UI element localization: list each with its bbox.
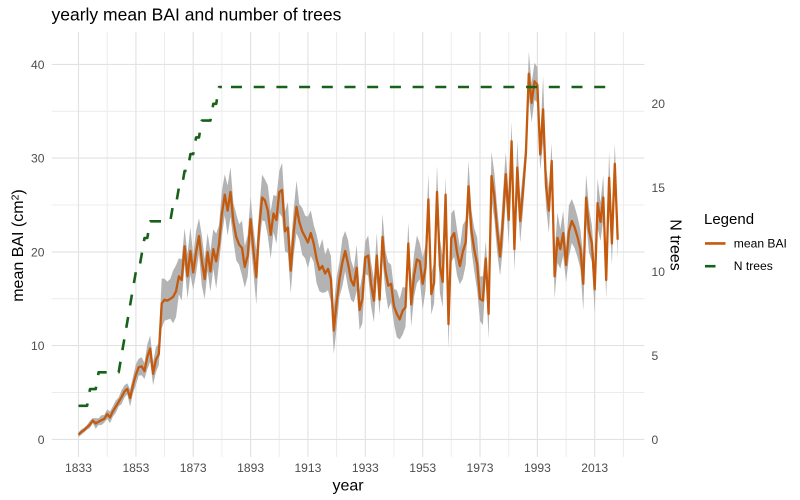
svg-text:N trees: N trees bbox=[734, 259, 773, 273]
svg-text:10: 10 bbox=[652, 265, 666, 279]
svg-text:30: 30 bbox=[31, 152, 45, 166]
svg-text:Legend: Legend bbox=[704, 211, 754, 228]
svg-text:1993: 1993 bbox=[524, 461, 551, 475]
svg-text:1853: 1853 bbox=[122, 461, 149, 475]
svg-text:0: 0 bbox=[652, 433, 659, 447]
svg-text:year: year bbox=[332, 477, 364, 494]
svg-text:1913: 1913 bbox=[294, 461, 321, 475]
svg-text:2013: 2013 bbox=[581, 461, 608, 475]
svg-text:15: 15 bbox=[652, 181, 666, 195]
svg-text:1893: 1893 bbox=[237, 461, 264, 475]
svg-text:yearly mean BAI and number of: yearly mean BAI and number of trees bbox=[52, 4, 342, 24]
svg-text:mean BAI (cm2): mean BAI (cm2) bbox=[9, 189, 27, 302]
svg-text:20: 20 bbox=[31, 245, 45, 259]
svg-text:1833: 1833 bbox=[65, 461, 92, 475]
svg-text:10: 10 bbox=[31, 339, 45, 353]
svg-text:0: 0 bbox=[38, 433, 45, 447]
svg-text:1873: 1873 bbox=[180, 461, 207, 475]
svg-text:mean BAI: mean BAI bbox=[734, 236, 787, 250]
svg-text:5: 5 bbox=[652, 349, 659, 363]
svg-text:1973: 1973 bbox=[467, 461, 494, 475]
svg-text:N trees: N trees bbox=[666, 219, 683, 271]
svg-text:1933: 1933 bbox=[352, 461, 379, 475]
svg-text:20: 20 bbox=[652, 97, 666, 111]
svg-text:1953: 1953 bbox=[409, 461, 436, 475]
svg-text:40: 40 bbox=[31, 58, 45, 72]
